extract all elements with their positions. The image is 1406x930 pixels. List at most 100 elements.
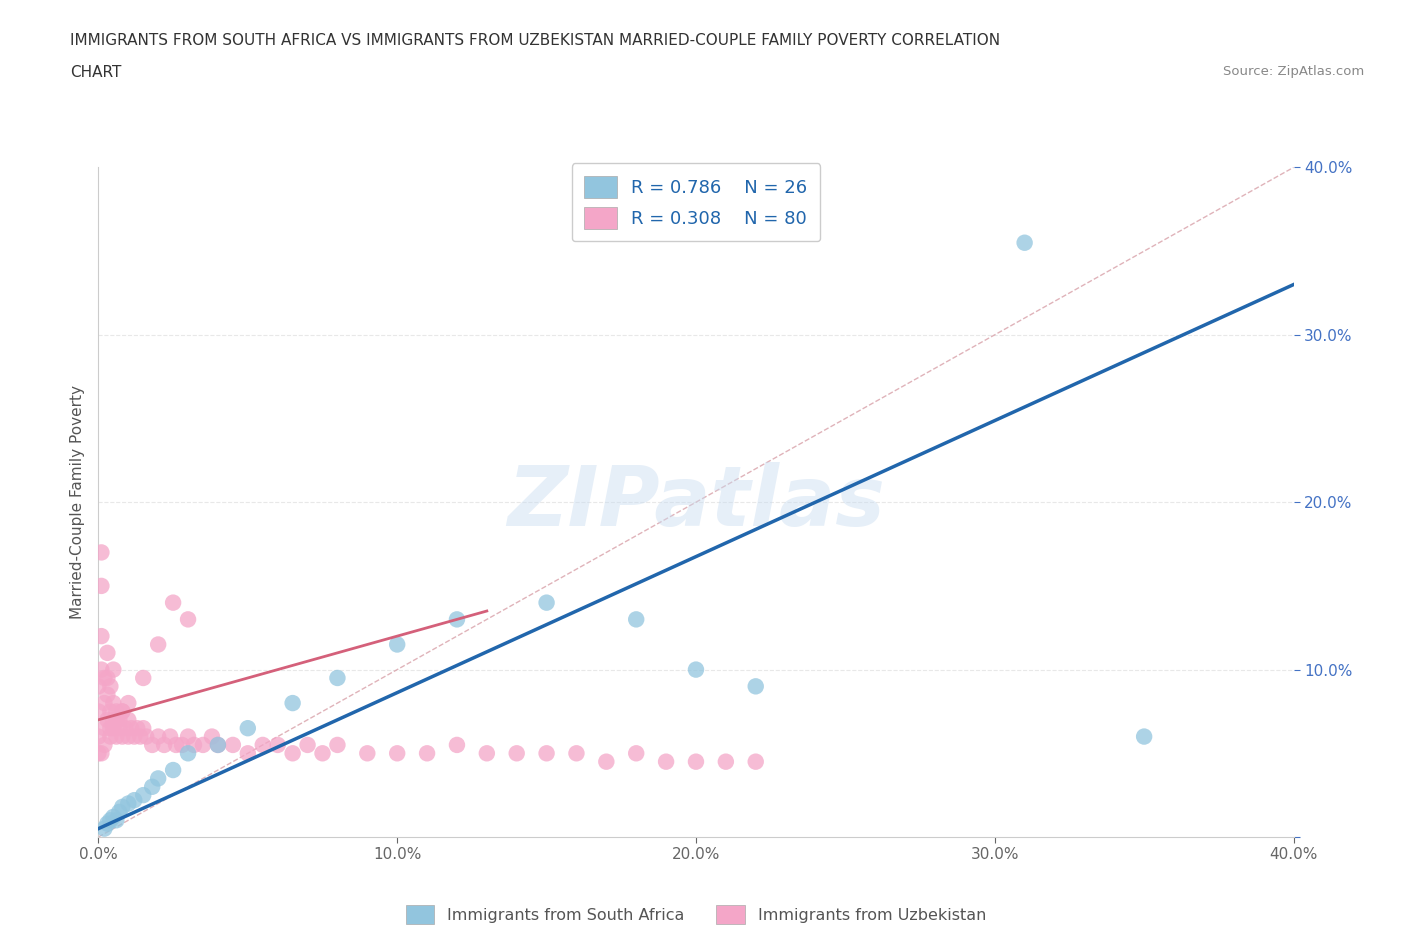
Point bbox=[183, 737, 205, 752]
Point bbox=[177, 729, 200, 744]
Point bbox=[356, 746, 378, 761]
Point bbox=[117, 712, 139, 727]
Point bbox=[281, 746, 304, 761]
Text: Source: ZipAtlas.com: Source: ZipAtlas.com bbox=[1223, 65, 1364, 78]
Point bbox=[129, 729, 152, 744]
Point bbox=[124, 792, 146, 807]
Point bbox=[326, 737, 349, 752]
Point bbox=[132, 788, 155, 803]
Point bbox=[105, 813, 128, 828]
Point bbox=[207, 737, 229, 752]
Point bbox=[148, 771, 170, 786]
Point bbox=[90, 662, 112, 677]
Point bbox=[595, 754, 617, 769]
Point bbox=[103, 712, 125, 727]
Point bbox=[162, 763, 184, 777]
Point bbox=[96, 671, 118, 685]
Point bbox=[98, 704, 122, 719]
Point bbox=[162, 595, 184, 610]
Y-axis label: Married-Couple Family Poverty: Married-Couple Family Poverty bbox=[69, 385, 84, 619]
Point bbox=[98, 729, 122, 744]
Point bbox=[624, 612, 647, 627]
Point bbox=[103, 809, 125, 824]
Point bbox=[90, 545, 112, 560]
Point bbox=[93, 721, 115, 736]
Point bbox=[127, 721, 149, 736]
Point bbox=[111, 704, 134, 719]
Point bbox=[90, 746, 112, 761]
Point bbox=[124, 729, 146, 744]
Point bbox=[506, 746, 529, 761]
Point bbox=[446, 737, 468, 752]
Point bbox=[114, 721, 136, 736]
Point bbox=[105, 704, 128, 719]
Point bbox=[93, 821, 115, 836]
Point bbox=[685, 662, 707, 677]
Point bbox=[177, 746, 200, 761]
Point bbox=[714, 754, 737, 769]
Text: ZIPatlas: ZIPatlas bbox=[508, 461, 884, 543]
Point bbox=[87, 679, 110, 694]
Point bbox=[745, 754, 768, 769]
Point bbox=[117, 696, 139, 711]
Point bbox=[385, 746, 409, 761]
Point bbox=[87, 729, 110, 744]
Point bbox=[297, 737, 319, 752]
Point bbox=[172, 737, 194, 752]
Point bbox=[236, 721, 259, 736]
Point bbox=[90, 578, 112, 593]
Point bbox=[1133, 729, 1156, 744]
Point bbox=[105, 712, 128, 727]
Point bbox=[385, 637, 409, 652]
Point bbox=[132, 671, 155, 685]
Point bbox=[141, 779, 163, 794]
Point bbox=[281, 696, 304, 711]
Text: IMMIGRANTS FROM SOUTH AFRICA VS IMMIGRANTS FROM UZBEKISTAN MARRIED-COUPLE FAMILY: IMMIGRANTS FROM SOUTH AFRICA VS IMMIGRAN… bbox=[70, 33, 1001, 47]
Point bbox=[624, 746, 647, 761]
Point bbox=[90, 629, 112, 644]
Point bbox=[153, 737, 176, 752]
Point bbox=[117, 796, 139, 811]
Point bbox=[222, 737, 245, 752]
Point bbox=[111, 800, 134, 815]
Point bbox=[96, 712, 118, 727]
Point bbox=[148, 729, 170, 744]
Point bbox=[93, 696, 115, 711]
Point bbox=[267, 737, 290, 752]
Point bbox=[103, 662, 125, 677]
Point bbox=[132, 721, 155, 736]
Point bbox=[416, 746, 439, 761]
Point bbox=[93, 671, 115, 685]
Point bbox=[117, 729, 139, 744]
Point bbox=[108, 712, 131, 727]
Point bbox=[252, 737, 274, 752]
Point bbox=[159, 729, 181, 744]
Point bbox=[536, 595, 558, 610]
Point bbox=[446, 612, 468, 627]
Point bbox=[326, 671, 349, 685]
Point bbox=[96, 817, 118, 831]
Point bbox=[135, 729, 157, 744]
Point bbox=[536, 746, 558, 761]
Point bbox=[98, 813, 122, 828]
Point bbox=[177, 612, 200, 627]
Point bbox=[236, 746, 259, 761]
Point bbox=[475, 746, 498, 761]
Legend: Immigrants from South Africa, Immigrants from Uzbekistan: Immigrants from South Africa, Immigrants… bbox=[399, 898, 993, 930]
Point bbox=[745, 679, 768, 694]
Point bbox=[103, 696, 125, 711]
Point bbox=[98, 721, 122, 736]
Point bbox=[201, 729, 224, 744]
Point bbox=[148, 637, 170, 652]
Text: CHART: CHART bbox=[70, 65, 122, 80]
Point bbox=[565, 746, 588, 761]
Point bbox=[98, 679, 122, 694]
Point bbox=[96, 687, 118, 702]
Point bbox=[311, 746, 333, 761]
Point bbox=[165, 737, 187, 752]
Point bbox=[96, 645, 118, 660]
Point bbox=[105, 729, 128, 744]
Point bbox=[141, 737, 163, 752]
Point bbox=[655, 754, 678, 769]
Point bbox=[103, 721, 125, 736]
